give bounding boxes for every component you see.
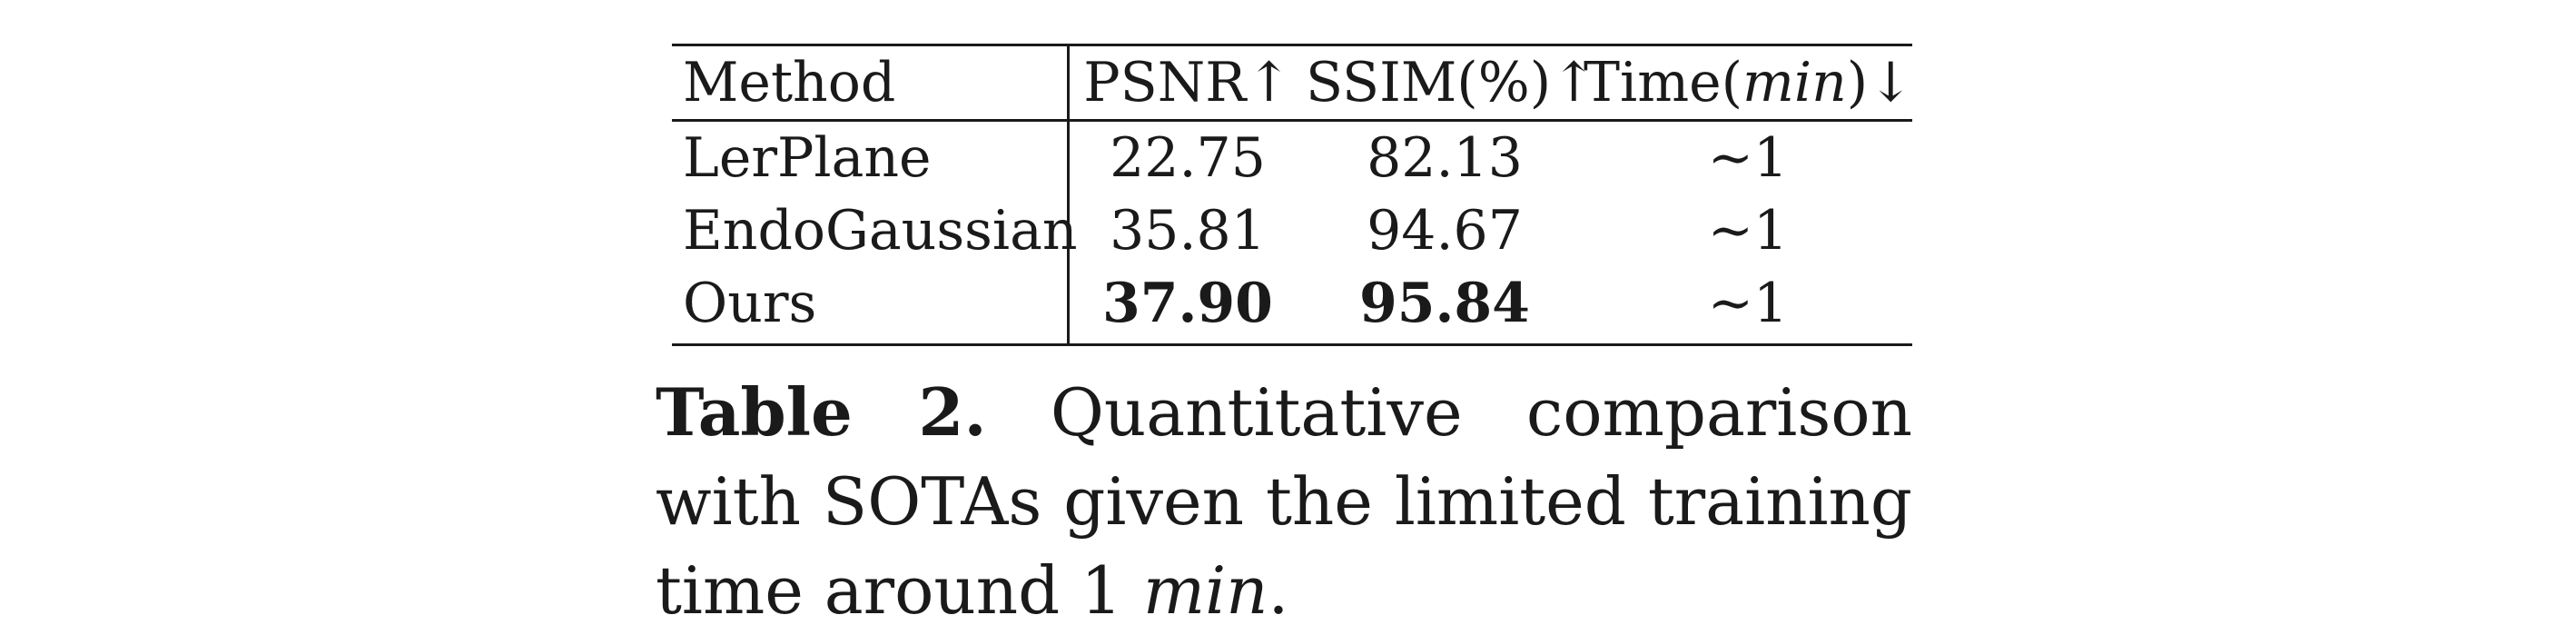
header-time-prefix: Time( [1584, 51, 1743, 114]
caption-unit: min [1142, 552, 1268, 629]
column-divider [1067, 46, 1070, 343]
row-psnr-best: 37.90 [1102, 272, 1273, 335]
row-psnr: 22.75 [1110, 126, 1266, 190]
row-method: Ours [683, 272, 817, 335]
row-method: LerPlane [683, 126, 932, 190]
header-ssim: SSIM(%)↑ [1306, 51, 1597, 114]
caption-text: Quantitative comparison with SOTAs given… [656, 374, 1912, 629]
header-time: Time(min)↓ [1584, 46, 1914, 119]
header-method: Method [683, 51, 896, 114]
row-ssim-best: 95.84 [1359, 272, 1530, 335]
row-time: ∼1 [1707, 126, 1789, 190]
row-ssim: 94.67 [1367, 199, 1523, 263]
header-time-suffix: )↓ [1846, 51, 1914, 114]
caption-end: . [1268, 552, 1289, 629]
row-psnr: 35.81 [1110, 199, 1266, 263]
header-rule [672, 119, 1912, 122]
row-ssim: 82.13 [1367, 126, 1523, 190]
header-time-unit: min [1742, 51, 1847, 114]
row-time: ∼1 [1707, 272, 1789, 335]
caption-label: Table 2. [656, 373, 987, 451]
header-psnr: PSNR↑ [1083, 51, 1292, 114]
table-caption: Table 2. Quantitative comparison with SO… [656, 368, 1912, 635]
row-time: ∼1 [1707, 199, 1789, 263]
results-table: Method PSNR↑ SSIM(%)↑ Time(min)↓ LerPlan… [672, 44, 1914, 346]
row-method: EndoGaussian [683, 199, 1078, 263]
